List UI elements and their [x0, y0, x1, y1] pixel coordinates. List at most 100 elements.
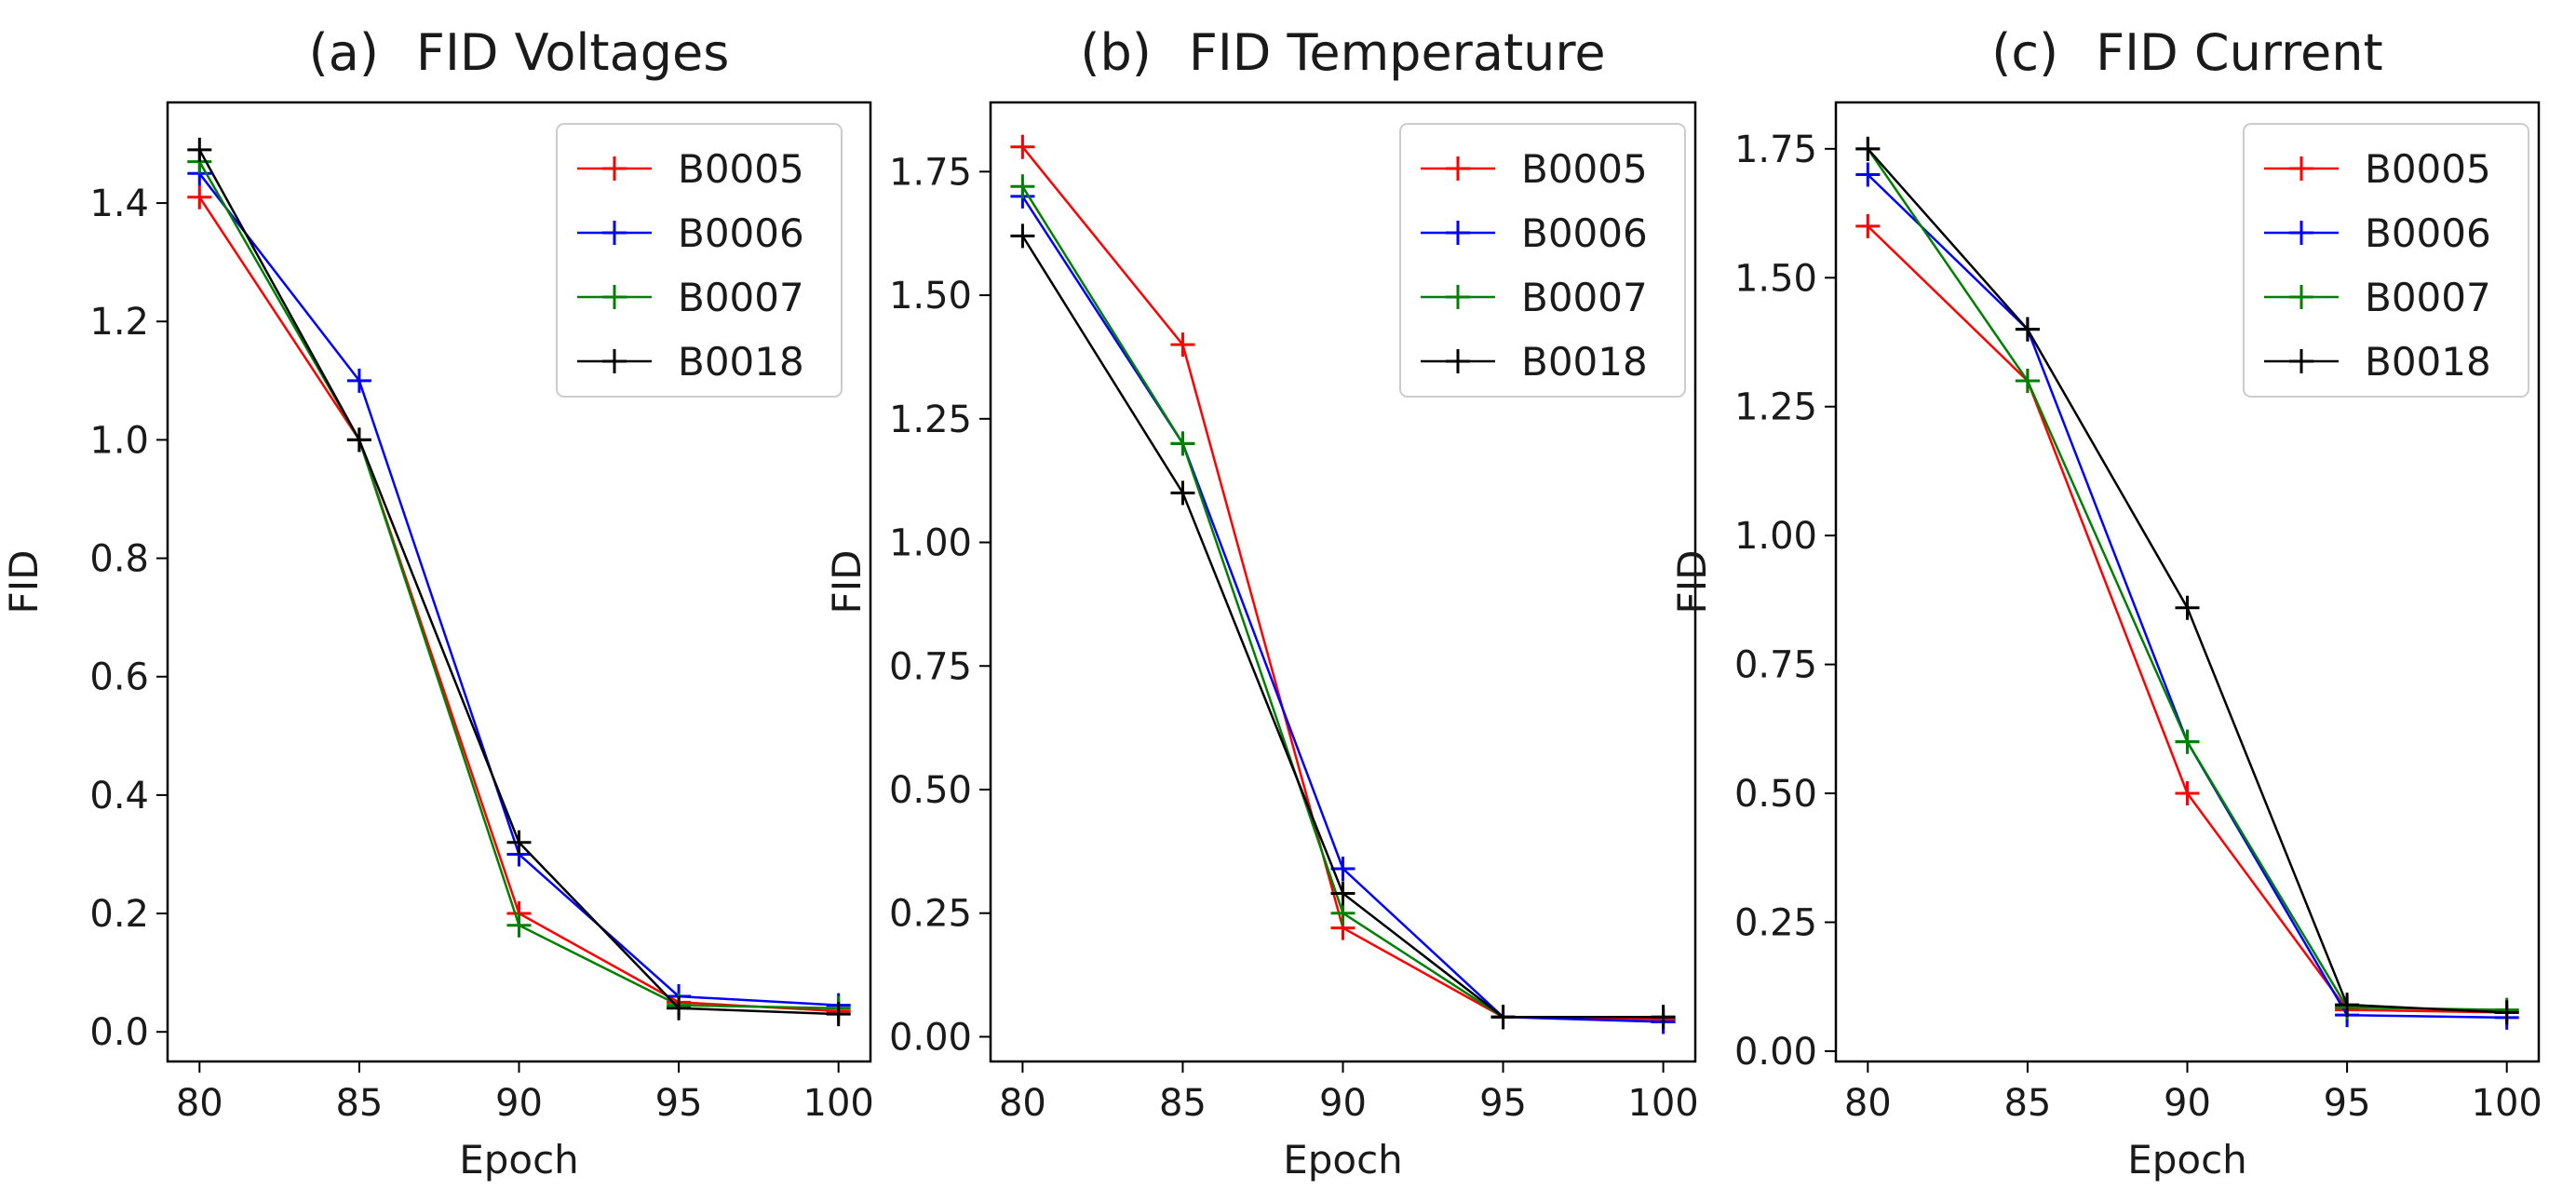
legend-label: B0018: [1521, 339, 1648, 385]
x-tick-label: 80: [1844, 1082, 1892, 1125]
x-tick-label: 100: [803, 1082, 874, 1125]
panel-title: FID Current: [2096, 23, 2383, 82]
y-tick-label: 1.00: [889, 522, 972, 565]
y-tick-label: 0.50: [889, 769, 972, 812]
data-point-B0005: [1010, 134, 1035, 159]
legend-box: [556, 123, 843, 398]
y-tick-label: 0.25: [1734, 901, 1817, 944]
y-tick-label: 1.50: [1734, 257, 1817, 300]
x-tick-label: 85: [2003, 1082, 2051, 1125]
data-point-B0018: [667, 995, 692, 1021]
data-point-B0006: [346, 368, 371, 393]
x-tick-label: 90: [1319, 1082, 1367, 1125]
y-tick-label: 0.2: [89, 893, 149, 936]
data-point-B0018: [2175, 595, 2200, 620]
y-axis-label: FID: [1, 550, 47, 615]
data-point-B0018: [1330, 881, 1355, 906]
x-tick-label: 95: [2324, 1082, 2371, 1125]
legend-marker-B0006: [602, 221, 627, 245]
x-axis-label: Epoch: [1283, 1137, 1403, 1183]
plot-area: [1834, 101, 2541, 1063]
data-point-B0007: [1010, 174, 1035, 199]
data-point-B0018: [826, 1002, 851, 1027]
legend: B0005 B0006 B0007 B0018: [556, 123, 843, 398]
panel-a: (a) FID Voltages 80 85 90 95 100 0.0 0.2 0.4 0.6 0.…: [1, 23, 874, 1183]
legend-label: B0018: [2365, 339, 2491, 385]
y-tick-label: 0.8: [89, 538, 149, 581]
y-tick-label: 1.50: [889, 275, 972, 318]
data-point-B0007: [2175, 729, 2200, 754]
data-point-B0018: [2335, 993, 2360, 1018]
y-tick-label: 1.75: [1734, 128, 1817, 171]
legend-label: B0005: [2365, 146, 2491, 192]
x-tick-label: 80: [176, 1082, 223, 1125]
legend-marker-B0007: [2289, 285, 2313, 309]
panel-label: (b): [1080, 23, 1151, 82]
panel-b: (b) FID Temperature 80 85 90 95 100 0.00 0.25 0.5…: [824, 23, 1699, 1183]
legend-marker-B0018: [2289, 349, 2313, 373]
y-tick-label: 1.75: [889, 151, 972, 194]
data-point-B0018: [1170, 480, 1195, 506]
x-tick-label: 100: [1627, 1082, 1698, 1125]
x-tick-label: 80: [999, 1082, 1046, 1125]
y-tick-label: 0.00: [889, 1016, 972, 1059]
x-tick-label: 95: [1479, 1082, 1527, 1125]
chart-title: (a) FID Voltages: [309, 23, 730, 82]
plot-area: [989, 101, 1697, 1063]
legend-box: [1399, 123, 1686, 398]
legend-marker-B0005: [2289, 156, 2313, 181]
y-tick-label: 1.25: [889, 399, 972, 441]
y-tick-label: 0.00: [1734, 1031, 1817, 1074]
panel-title: FID Voltages: [416, 23, 729, 82]
data-point-B0005: [187, 184, 212, 210]
y-tick-label: 1.2: [89, 301, 149, 344]
data-point-B0005: [1170, 332, 1195, 358]
legend: B0005 B0006 B0007 B0018: [1399, 123, 1686, 398]
y-tick-label: 0.50: [1734, 773, 1817, 816]
x-tick-label: 100: [2472, 1082, 2542, 1125]
legend-marker-B0007: [602, 285, 627, 309]
legend-marker-B0006: [2289, 221, 2313, 245]
data-point-B0018: [1010, 223, 1035, 249]
x-tick-label: 85: [335, 1082, 383, 1125]
legend: B0005 B0006 B0007 B0018: [2243, 123, 2529, 398]
y-tick-label: 0.75: [1734, 644, 1817, 687]
data-point-B0005: [1855, 213, 1881, 238]
data-point-B0018: [1651, 1005, 1676, 1030]
x-tick-label: 90: [495, 1082, 543, 1125]
plot-area: [166, 101, 872, 1063]
legend-marker-B0005: [602, 156, 627, 181]
data-point-B0006: [1330, 856, 1355, 881]
legend-marker-B0007: [1446, 285, 1470, 309]
legend-box: [2243, 123, 2529, 398]
y-tick-label: 1.4: [89, 182, 149, 225]
legend-label: B0007: [678, 275, 804, 320]
y-tick-label: 0.25: [889, 893, 972, 936]
legend-label: B0007: [1521, 275, 1648, 320]
data-point-B0018: [1490, 1005, 1516, 1030]
x-axis-label: Epoch: [459, 1137, 579, 1183]
legend-marker-B0006: [1446, 221, 1470, 245]
data-point-B0018: [1855, 136, 1881, 161]
panel-title: FID Temperature: [1189, 23, 1606, 82]
y-tick-label: 1.25: [1734, 386, 1817, 429]
data-point-B0005: [2175, 781, 2200, 806]
x-tick-label: 90: [2164, 1082, 2211, 1125]
data-point-B0018: [2494, 1000, 2519, 1025]
panel-label: (c): [1991, 23, 2058, 82]
data-point-B0006: [1855, 162, 1881, 187]
legend-label: B0006: [678, 210, 804, 256]
legend-label: B0006: [1521, 210, 1648, 256]
y-axis-label: FID: [1669, 550, 1715, 615]
legend-marker-B0018: [1446, 349, 1470, 373]
data-point-B0018: [187, 137, 212, 162]
legend-marker-B0018: [602, 349, 627, 373]
y-tick-label: 1.00: [1734, 515, 1817, 558]
legend-marker-B0005: [1446, 156, 1470, 181]
x-tick-label: 95: [655, 1082, 703, 1125]
y-tick-label: 0.0: [89, 1011, 149, 1054]
y-tick-label: 0.75: [889, 645, 972, 688]
legend-label: B0005: [678, 146, 804, 192]
panel-c: (c) FID Current 80 85 90 95 100 0.00 0.25 0.50 0.7…: [1669, 23, 2542, 1183]
